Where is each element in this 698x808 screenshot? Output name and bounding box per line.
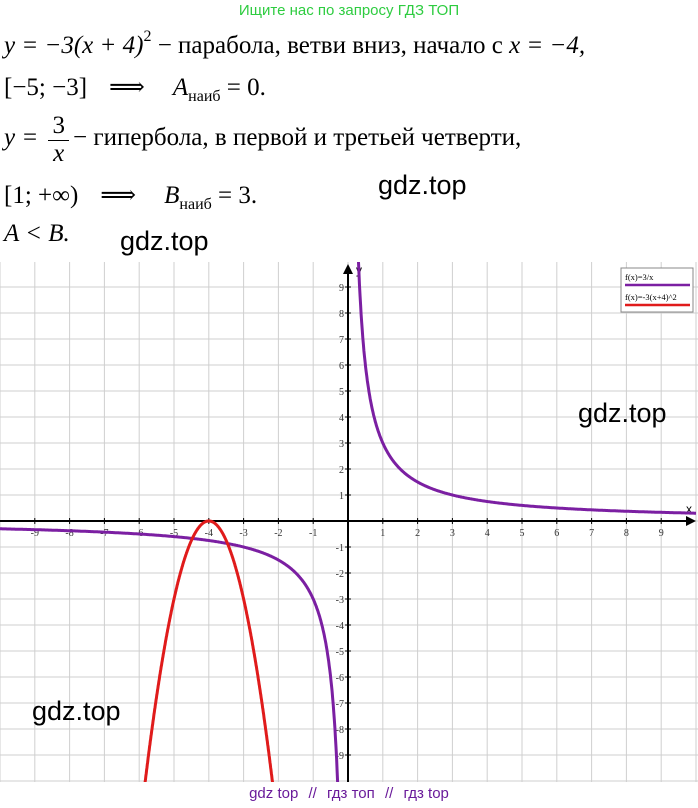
y-tick-label: 7 bbox=[339, 335, 344, 346]
tick-labels: -9 -8 -7 -6 -5 -4 -3 -2 -1 1 2 3 4 5 6 7 8 9 9 8 7 6 5 4 3 2 1 -1 -2… bbox=[31, 283, 664, 762]
conclusion: A < B. bbox=[4, 220, 70, 247]
x-axis-label: x bbox=[686, 502, 692, 516]
line-parabola: y = −3(x + 4)2 − парабола, ветви вниз, н… bbox=[4, 28, 585, 60]
legend-entry: f(x)=3/x bbox=[625, 272, 654, 282]
x-tick-label: -3 bbox=[239, 528, 247, 539]
x-tick-label: 6 bbox=[554, 528, 559, 539]
interval-a: [−5; −3] bbox=[4, 74, 88, 101]
y-tick-label: -8 bbox=[336, 725, 344, 736]
x-tick-label: -8 bbox=[65, 528, 73, 539]
y-tick-label: 8 bbox=[339, 309, 344, 320]
a-symbol: A bbox=[172, 74, 189, 101]
parabola-vertex-condition: x = −4, bbox=[509, 32, 586, 59]
x-tick-label: -2 bbox=[274, 528, 282, 539]
x-tick-label: -9 bbox=[31, 528, 39, 539]
x-tick-label: -4 bbox=[205, 528, 213, 539]
hyperbola-right-curve bbox=[356, 262, 696, 515]
implies-arrow-icon: ⟹ bbox=[109, 74, 145, 101]
footer-link[interactable]: gdz top bbox=[249, 785, 299, 802]
a-subscript: наиб bbox=[188, 88, 221, 105]
hyperbola-y: y = bbox=[4, 124, 39, 152]
b-subscript: наиб bbox=[179, 196, 212, 213]
footer-separator: // bbox=[384, 785, 394, 802]
y-tick-label: 1 bbox=[339, 491, 344, 502]
hyperbola-description: − гипербола, в первой и третьей четверти… bbox=[72, 124, 522, 152]
function-graph: xy -9 -8 -7 -6 -5 -4 -3 -2 -1 1 2 3 4 5 6 7 8 9987654321-… bbox=[0, 262, 698, 782]
y-tick-label: -3 bbox=[336, 595, 344, 606]
line-b-max: [1; +∞) ⟹ Bнаиб = 3. bbox=[4, 180, 257, 214]
footer: gdz top // гдз топ // гдз top bbox=[0, 785, 698, 802]
y-tick-label: -9 bbox=[336, 751, 344, 762]
x-tick-label: 4 bbox=[485, 528, 490, 539]
implies-arrow-icon: ⟹ bbox=[100, 182, 137, 209]
line-a-max: [−5; −3] ⟹ Aнаиб = 0. bbox=[4, 72, 266, 106]
fraction-denominator: x bbox=[53, 140, 65, 167]
x-tick-label: 3 bbox=[450, 528, 455, 539]
parabola-equation: y = −3(x + 4) bbox=[4, 32, 144, 59]
b-value: = 3. bbox=[211, 182, 258, 209]
legend: f(x)=3/x f(x)=-3(x+4)^2 bbox=[620, 267, 694, 313]
y-tick-label: -4 bbox=[336, 621, 344, 632]
footer-link[interactable]: гдз топ bbox=[327, 785, 375, 802]
footer-separator: // bbox=[308, 785, 317, 802]
y-tick-label: 4 bbox=[339, 413, 344, 424]
parabola-description: − парабола, ветви вниз, начало с bbox=[151, 32, 510, 59]
y-tick-label: -6 bbox=[336, 673, 344, 684]
hyperbola-left-curve bbox=[0, 527, 340, 782]
watermark: gdz.top bbox=[120, 226, 209, 256]
x-tick-label: 2 bbox=[415, 528, 420, 539]
y-tick-label: -2 bbox=[336, 569, 344, 580]
x-tick-label: 1 bbox=[380, 528, 385, 539]
watermark: gdz.top bbox=[32, 696, 121, 726]
a-value: = 0. bbox=[220, 74, 266, 101]
y-tick-label: 9 bbox=[339, 283, 344, 294]
y-tick-label: -1 bbox=[336, 543, 344, 554]
footer-link[interactable]: гдз top bbox=[403, 785, 449, 802]
interval-b: [1; +∞) bbox=[4, 182, 79, 209]
x-tick-label: 7 bbox=[589, 528, 594, 539]
y-tick-label: 2 bbox=[339, 465, 344, 476]
x-tick-label: -1 bbox=[309, 528, 317, 539]
legend-entry: f(x)=-3(x+4)^2 bbox=[625, 292, 677, 302]
watermark: gdz.top bbox=[578, 398, 667, 428]
fraction-numerator: 3 bbox=[48, 112, 69, 141]
fraction: 3 x bbox=[48, 112, 69, 167]
x-tick-label: 9 bbox=[659, 528, 664, 539]
y-tick-label: -7 bbox=[336, 699, 344, 710]
y-tick-label: 5 bbox=[339, 387, 344, 398]
b-symbol: B bbox=[164, 182, 180, 209]
x-tick-label: 8 bbox=[624, 528, 629, 539]
watermark: gdz.top bbox=[378, 170, 467, 200]
y-tick-label: -5 bbox=[336, 647, 344, 658]
line-hyperbola: y = 3 x − гипербола, в первой и третьей … bbox=[4, 112, 521, 167]
exponent: 2 bbox=[143, 28, 152, 45]
curves bbox=[0, 262, 696, 782]
x-tick-label: -5 bbox=[170, 528, 178, 539]
x-arrow-icon bbox=[686, 516, 696, 526]
y-tick-label: 3 bbox=[339, 439, 344, 450]
y-arrow-icon bbox=[343, 264, 353, 274]
y-tick-label: 6 bbox=[339, 361, 344, 372]
search-banner: Ищите нас по запросу ГДЗ ТОП bbox=[238, 2, 460, 19]
x-tick-label: 5 bbox=[520, 528, 525, 539]
parabola-curve bbox=[143, 519, 274, 782]
